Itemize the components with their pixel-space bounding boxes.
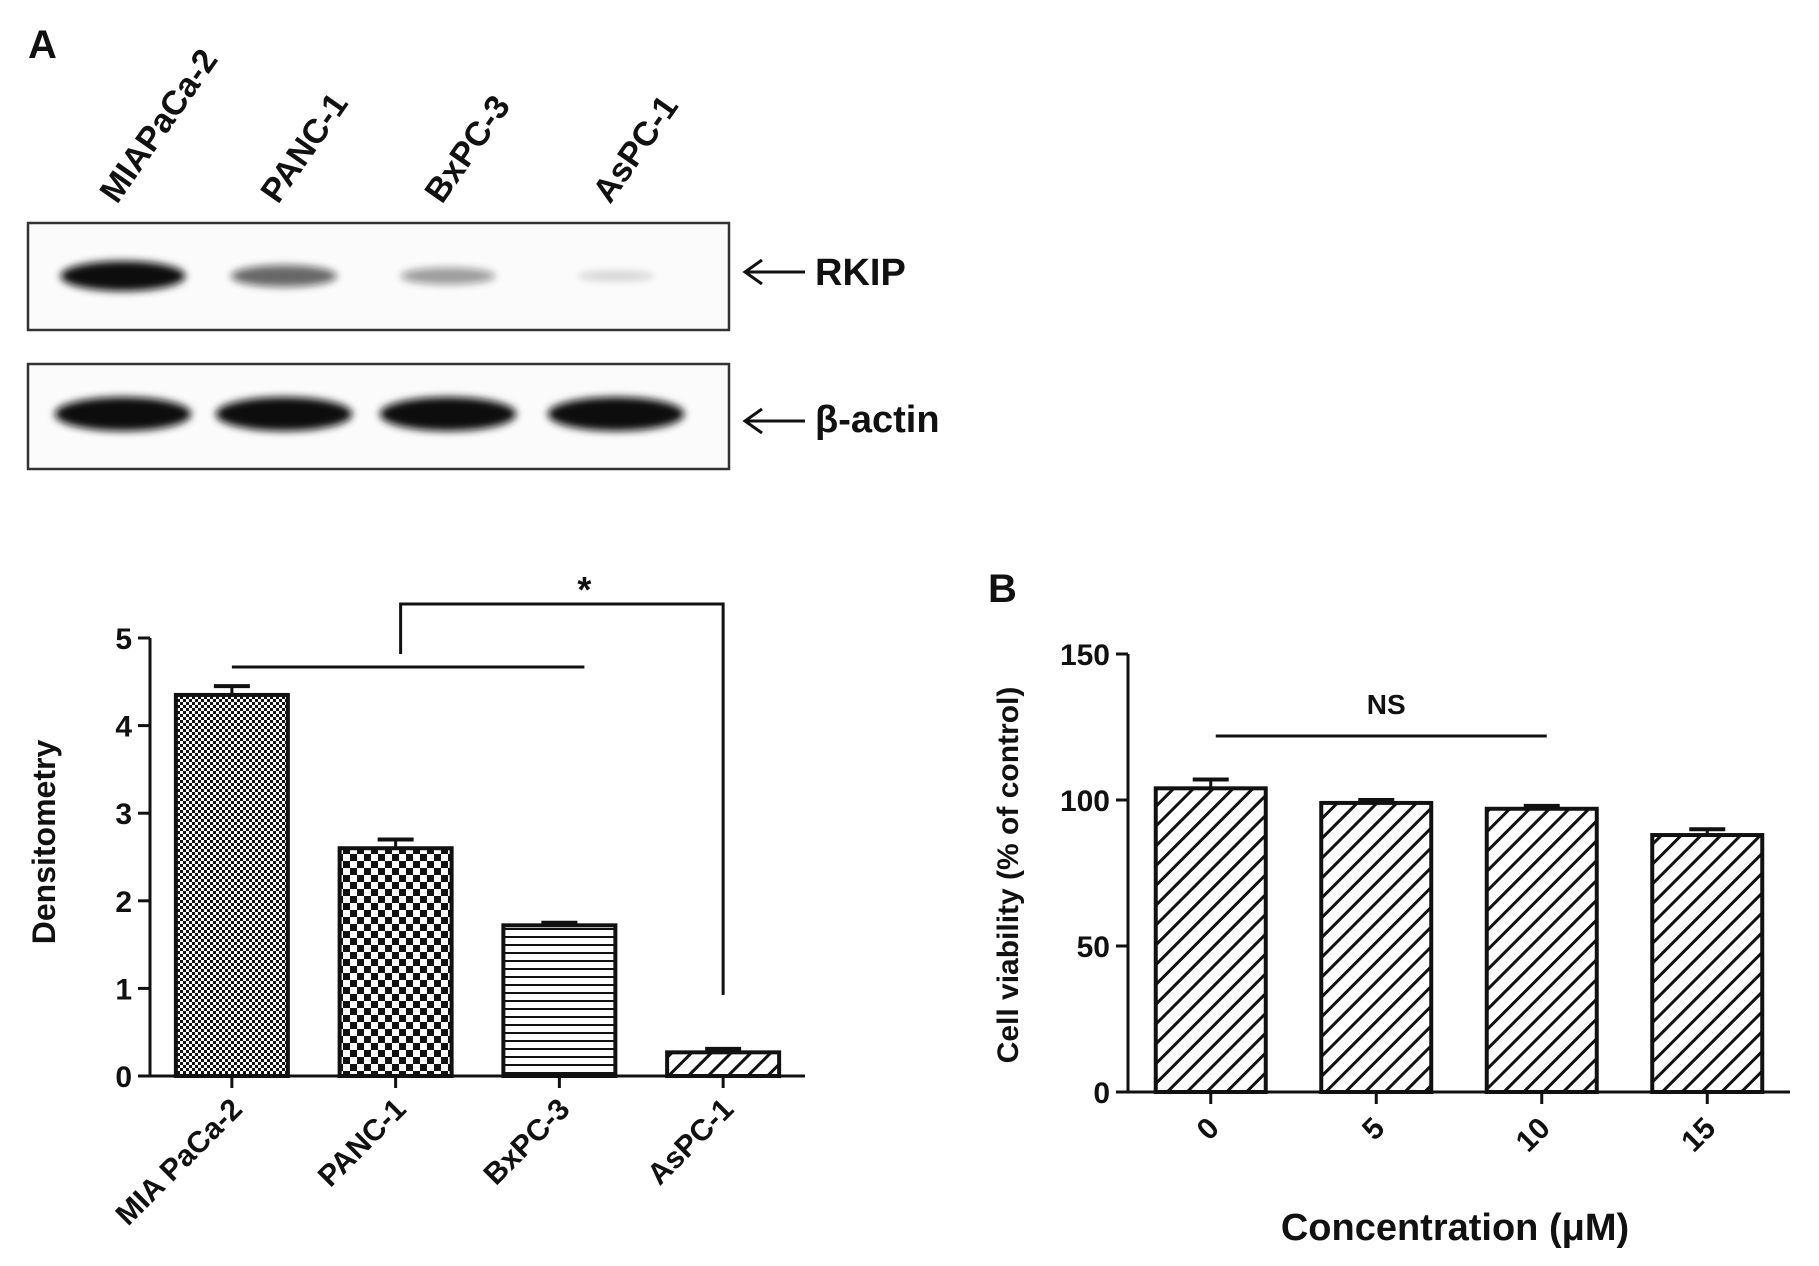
actin-band-label: β-actin	[815, 399, 940, 441]
densitometry-x-tick-label-bxpc-3: BxPC-3	[478, 1093, 577, 1192]
rkip-arrow	[742, 258, 805, 286]
rkip-band-label: RKIP	[815, 252, 906, 294]
viability-x-tick-label-10: 10	[1510, 1112, 1557, 1159]
band-actin-lane-4	[547, 397, 685, 431]
densitometry-x-tick-label-panc-1: PANC-1	[312, 1093, 413, 1194]
band-actin-lane-1	[54, 397, 192, 431]
lane-label-bxpc-3: BxPC-3	[417, 89, 517, 210]
densitometry-y-tick-label-4: 4	[115, 711, 132, 744]
viability-error-bar-0	[1192, 777, 1229, 789]
densitometry-y-tick-label-2: 2	[115, 886, 132, 919]
densitometry-y-tick-label-3: 3	[115, 798, 132, 831]
densitometry-bars	[173, 684, 782, 1079]
densitometry-chart: 0 1 2 3 4 5 MIA PaCa-2 PANC-1 BxPC-3 AsPC-1 * Den…	[26, 569, 805, 1232]
densitometry-x-tick-label-mia-paca-2: MIA PaCa-2	[110, 1093, 249, 1232]
viability-error-bar-10	[1523, 803, 1560, 809]
densitometry-error-bar-panc-1	[377, 837, 414, 849]
viability-x-axis-label: Concentration (μM)	[1281, 1207, 1629, 1249]
band-rkip-lane-4	[577, 271, 655, 281]
densitometry-bar-aspc-1	[665, 1050, 782, 1079]
viability-x-tick-label-15: 15	[1675, 1112, 1722, 1159]
viability-bar-15	[1650, 833, 1765, 1094]
lane-label-panc-1: PANC-1	[253, 86, 355, 209]
lane-label-miapaca-2: MIAPaCa-2	[92, 42, 225, 209]
viability-y-axis-label: Cell viability (% of control)	[992, 687, 1025, 1064]
densitometry-y-tick-label-5: 5	[115, 623, 132, 656]
densitometry-error-bar-mia-paca-2	[213, 684, 250, 695]
densitometry-bar-panc-1	[337, 846, 454, 1078]
viability-error-bar-5	[1358, 798, 1395, 803]
viability-x-tick-label-5: 5	[1356, 1112, 1391, 1147]
lane-label-aspc-1: AsPC-1	[585, 89, 685, 210]
densitometry-x-tick-label-aspc-1: AsPC-1	[641, 1093, 740, 1192]
densitometry-significance: *	[231, 569, 725, 995]
viability-bar-5	[1319, 800, 1434, 1094]
densitometry-y-axis-label: Densitometry	[26, 740, 62, 945]
viability-x-tick-label-0: 0	[1191, 1112, 1226, 1147]
band-rkip-lane-3	[400, 267, 496, 285]
band-actin-lane-3	[379, 397, 517, 431]
viability-significance: NS	[1215, 689, 1547, 738]
lane-labels: MIAPaCa-2 PANC-1 BxPC-3 AsPC-1	[92, 42, 685, 209]
viability-bar-0	[1153, 786, 1268, 1094]
densitometry-y-tick-label-0: 0	[115, 1061, 132, 1094]
densitometry-bar-bxpc-3	[501, 923, 618, 1078]
viability-y-tick-label-50: 50	[1077, 931, 1110, 964]
actin-arrow	[742, 407, 805, 435]
blot-bands	[54, 261, 685, 431]
band-actin-lane-2	[215, 397, 353, 431]
densitometry-error-bar-bxpc-3	[541, 920, 578, 926]
panel-b-label: B	[988, 567, 1017, 611]
densitometry-error-bar-aspc-1	[705, 1046, 742, 1053]
band-rkip-lane-2	[231, 265, 337, 287]
viability-y-tick-label-0: 0	[1093, 1077, 1110, 1110]
viability-error-bar-15	[1689, 827, 1726, 836]
significance-bracket	[399, 602, 725, 995]
ns-label: NS	[1367, 689, 1406, 720]
significance-star: *	[577, 569, 591, 610]
densitometry-bar-mia-paca-2	[173, 692, 290, 1078]
panel-a-label: A	[28, 23, 57, 67]
viability-chart: 0 50 100 150 0 5 10 15 NS Cell viability (% of …	[992, 639, 1790, 1249]
western-blot: MIAPaCa-2 PANC-1 BxPC-3 AsPC-1 RKIP β-actin	[26, 42, 940, 471]
viability-bar-10	[1484, 806, 1599, 1094]
viability-y-tick-label-100: 100	[1060, 785, 1110, 818]
band-rkip-lane-1	[60, 261, 186, 291]
viability-bars	[1153, 777, 1765, 1094]
viability-y-tick-label-150: 150	[1060, 639, 1110, 672]
densitometry-y-tick-label-1: 1	[115, 973, 132, 1006]
